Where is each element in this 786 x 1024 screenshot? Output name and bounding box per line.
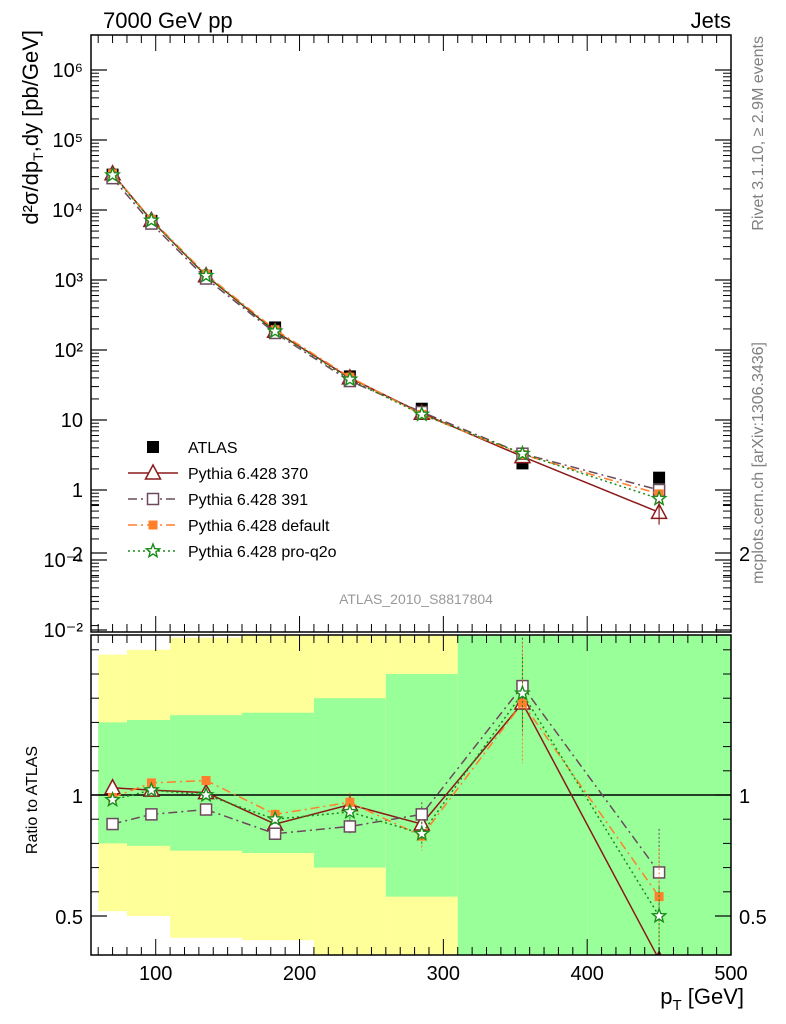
- data-point-marker: [413, 824, 431, 841]
- data-point-marker: [144, 463, 162, 480]
- main-plot-frame: [90, 34, 732, 633]
- header-energy-label: 7000 GeV pp: [103, 8, 233, 33]
- data-point-marker: [142, 211, 160, 228]
- x-tick-label: 500: [714, 963, 747, 985]
- header-jets-label: Jets: [691, 8, 731, 33]
- main-y-axis-title: d²σ/dpT,dy [pb/GeV]: [18, 30, 46, 225]
- main-y-tick-label: 10⁻¹: [44, 550, 84, 572]
- main-y-tick-label: 10⁴: [52, 200, 83, 222]
- legend-entry-label: Pythia 6.428 pro-q2o: [188, 544, 337, 561]
- main-plot-area: [103, 164, 668, 525]
- data-point-marker: [413, 405, 431, 422]
- main-y-tick-label: 10²: [54, 340, 83, 362]
- data-point-marker: [415, 808, 429, 821]
- data-point-marker: [197, 266, 215, 283]
- main-y-tick-label: 10⁶: [53, 60, 83, 82]
- data-point-marker: [146, 492, 160, 506]
- main-y-tick-label: 10⁻²: [44, 620, 84, 642]
- main-series-line: [112, 177, 660, 491]
- legend-entry-label: ATLAS: [188, 440, 238, 457]
- data-point-marker: [142, 781, 160, 798]
- legend-entry-label: Pythia 6.428 370: [188, 466, 308, 483]
- ratio-axes: 0.5 0.5 1 1 2 2 100 200 300 400 500: [55, 504, 767, 985]
- legend: ATLAS Pythia 6.428 370 Pythia 6.428 391 Pyt…: [128, 440, 337, 561]
- legend-entry-label: Pythia 6.428 391: [188, 492, 308, 509]
- data-point-marker: [199, 803, 213, 816]
- ratio-y-tick-label: 0.5: [739, 907, 767, 929]
- x-tick-label: 300: [427, 963, 460, 985]
- mcplots-label: mcplots.cern.ch [arXiv:1306.3436]: [750, 342, 767, 584]
- ratio-series-line: [112, 684, 660, 873]
- x-tick-label: 100: [139, 963, 172, 985]
- main-series-line: [111, 173, 660, 514]
- data-point-marker: [104, 166, 122, 183]
- x-axis-title: pT [GeV]: [660, 984, 744, 1014]
- ratio-y-axis-title: Ratio to ATLAS: [24, 746, 41, 854]
- data-point-marker: [148, 520, 158, 530]
- data-point-marker: [147, 441, 159, 453]
- ratio-series-line: [112, 692, 660, 917]
- data-point-marker: [104, 790, 122, 808]
- main-y-tick-label: 1: [72, 480, 83, 502]
- data-point-marker: [197, 786, 215, 803]
- rivet-version-label: Rivet 3.1.10, ≥ 2.9M events: [750, 36, 767, 231]
- main-y-tick-label: 10: [61, 410, 83, 432]
- data-point-marker: [343, 820, 357, 833]
- data-point-marker: [266, 810, 284, 827]
- data-point-marker: [201, 775, 211, 785]
- main-axes: 10⁻² 10⁻¹ 1 10 10² 10³ 10⁴ 10⁵ 10⁶: [44, 35, 732, 642]
- x-tick-label: 400: [570, 963, 603, 985]
- legend-entry-label: Pythia 6.428 default: [188, 518, 330, 535]
- data-point-marker: [653, 471, 666, 484]
- ratio-y-tick-label: 2: [72, 544, 83, 566]
- data-point-marker: [266, 322, 284, 339]
- main-y-tick-label: 10⁵: [52, 130, 83, 152]
- ratio-y-tick-label: 1: [739, 786, 750, 808]
- green-band: [385, 674, 458, 897]
- data-point-marker: [341, 370, 359, 387]
- data-point-marker: [341, 802, 359, 820]
- ratio-y-tick-label: 0.5: [55, 907, 83, 929]
- main-series-line: [112, 173, 660, 495]
- main-y-tick-label: 10³: [54, 270, 83, 292]
- analysis-id-label: ATLAS_2010_S8817804: [339, 591, 493, 607]
- ratio-y-tick-label: 2: [739, 544, 750, 566]
- data-point-marker: [513, 444, 531, 461]
- data-point-marker: [145, 808, 158, 821]
- data-point-marker: [268, 827, 282, 840]
- data-point-marker: [650, 907, 668, 924]
- ratio-plot-area: [91, 637, 731, 955]
- data-point-marker: [513, 684, 531, 701]
- data-point-marker: [106, 817, 119, 831]
- ratio-y-tick-label: 1: [72, 786, 83, 808]
- green-band: [313, 698, 386, 868]
- x-tick-label: 200: [283, 963, 316, 985]
- data-point-marker: [144, 542, 162, 559]
- ratio-series-line: [112, 701, 660, 898]
- main-series-line: [112, 174, 660, 500]
- ratio-series-line: [112, 701, 658, 955]
- data-point-marker: [345, 797, 355, 807]
